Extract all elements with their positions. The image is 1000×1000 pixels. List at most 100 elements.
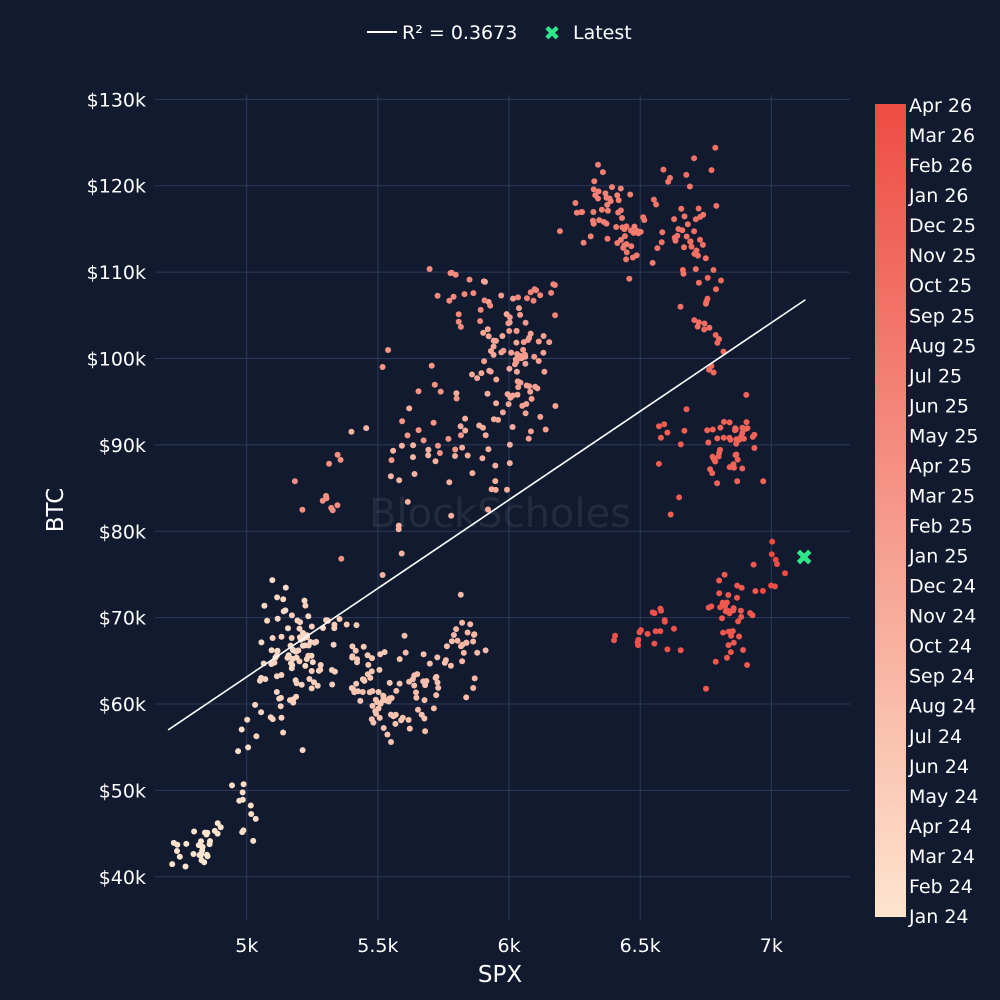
scatter-point <box>469 371 475 378</box>
scatter-point <box>252 701 259 708</box>
scatter-point <box>477 306 484 313</box>
scatter-point <box>619 215 625 221</box>
scatter-point <box>621 242 628 249</box>
scatter-point <box>305 642 312 649</box>
scatter-point <box>457 423 464 430</box>
colorbar-label: May 25 <box>909 425 979 447</box>
scatter-point <box>587 233 594 240</box>
scatter-point <box>706 324 713 331</box>
scatter-point <box>176 853 183 860</box>
scatter-point <box>725 642 732 649</box>
scatter-point <box>734 456 741 463</box>
legend[interactable]: R² = 0.3673 ✖ Latest <box>367 21 632 45</box>
y-tick-label: $70k <box>99 608 146 630</box>
scatter-point <box>631 223 638 230</box>
scatter-point <box>504 486 510 493</box>
scatter-point <box>681 213 688 220</box>
scatter-point <box>399 418 406 425</box>
colorbar-label: Jan 25 <box>908 546 969 568</box>
scatter-point <box>707 466 714 473</box>
scatter-point <box>236 797 243 804</box>
scatter-point <box>306 676 313 682</box>
scatter-point <box>635 642 642 649</box>
scatter-point <box>768 551 775 558</box>
scatter-point <box>353 680 360 687</box>
scatter-point <box>288 635 295 641</box>
scatter-point <box>598 206 605 213</box>
scatter-point <box>285 625 291 632</box>
scatter-point <box>499 333 506 339</box>
scatter-point <box>716 577 723 584</box>
scatter-point <box>433 673 440 680</box>
scatter-point <box>253 733 260 740</box>
colorbar-label: Jul 25 <box>908 365 962 387</box>
scatter-point <box>308 668 315 674</box>
scatter-point <box>772 583 778 590</box>
scatter-point <box>329 507 336 514</box>
scatter-point <box>477 318 484 325</box>
scatter-point <box>515 294 521 301</box>
scatter-point <box>375 705 382 712</box>
scatter-point <box>649 259 656 266</box>
scatter-point <box>734 594 740 601</box>
scatter-point <box>369 655 375 662</box>
scatter-point <box>311 639 318 646</box>
scatter-point <box>280 608 287 615</box>
scatter-point <box>523 382 530 389</box>
scatter-point <box>683 406 690 413</box>
scatter-point <box>516 305 522 312</box>
scatter-point <box>655 460 662 467</box>
scatter-point <box>269 577 276 584</box>
scatter-point <box>328 667 335 673</box>
colorbar-label: Feb 26 <box>909 155 973 177</box>
scatter-point <box>654 245 661 252</box>
scatter-point <box>274 594 281 601</box>
scatter-point <box>448 512 455 519</box>
scatter-point <box>359 689 366 695</box>
y-axis-ticks: $40k $50k $60k $70k $80k $90k $100k $110k $120k $… <box>87 89 146 888</box>
scatter-point <box>396 477 403 484</box>
x-tick-label: 5k <box>235 935 258 957</box>
scatter-point <box>353 622 360 629</box>
scatter-point <box>299 747 306 754</box>
scatter-point <box>580 239 587 246</box>
scatter-point <box>722 608 729 615</box>
scatter-point <box>377 651 384 658</box>
scatter-point <box>769 538 776 545</box>
scatter-point <box>297 619 304 626</box>
scatter-point <box>596 217 603 224</box>
colorbar-label: Apr 25 <box>909 455 972 477</box>
scatter-point <box>396 680 403 687</box>
scatter-point <box>447 662 454 669</box>
scatter-point <box>453 390 460 397</box>
scatter-point <box>687 238 694 245</box>
scatter-point <box>627 227 634 234</box>
colorbar-label: Aug 25 <box>909 335 976 357</box>
scatter-point <box>338 555 345 562</box>
scatter-point <box>239 789 246 796</box>
scatter-point <box>530 297 537 304</box>
scatter-point <box>191 828 198 835</box>
scatter-point <box>471 631 477 638</box>
scatter-point <box>462 427 469 434</box>
colorbar-label: Dec 25 <box>909 215 976 237</box>
scatter-point <box>701 320 708 327</box>
trendline <box>167 299 806 731</box>
scatter-point <box>679 227 686 234</box>
scatter-point <box>527 388 534 395</box>
scatter-point <box>415 427 422 434</box>
scatter-point <box>413 689 419 696</box>
scatter-point <box>295 647 302 654</box>
scatter-point <box>198 857 205 864</box>
scatter-point <box>614 192 621 199</box>
x-tick-label: 7k <box>760 935 783 957</box>
y-tick-label: $120k <box>87 176 146 198</box>
scatter-point <box>421 715 428 722</box>
colorbar-label: Jan 26 <box>908 185 969 207</box>
scatter-point <box>482 278 488 285</box>
scatter-point <box>703 685 709 692</box>
legend-latest-label: Latest <box>573 22 632 44</box>
scatter-point <box>430 419 437 426</box>
y-tick-label: $50k <box>99 780 146 802</box>
